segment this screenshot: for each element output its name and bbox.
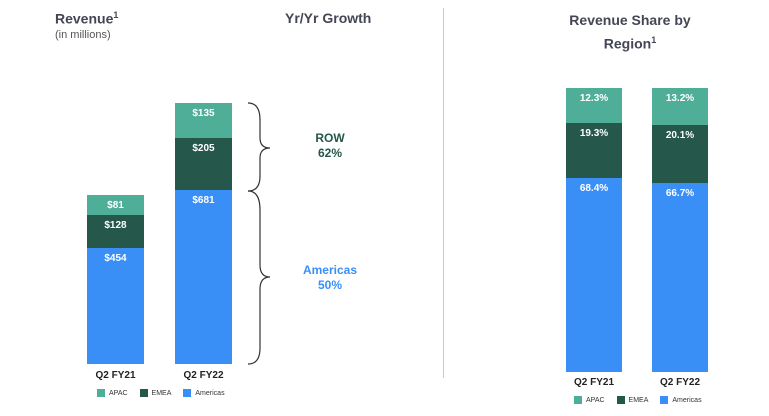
- bar-emea-1: $205: [175, 137, 232, 190]
- bar-emea-0: $128: [87, 215, 144, 248]
- growth-braces: [247, 102, 271, 365]
- legend: APAC EMEA Americas: [97, 389, 225, 397]
- category-label: Q2 FY22: [183, 370, 224, 381]
- bar-americas-0: $454: [87, 247, 144, 364]
- bar-apac-1: $135: [175, 103, 232, 138]
- bar-apac-1: 13.2%: [652, 88, 708, 126]
- revenue-subtitle: (in millions): [55, 29, 111, 41]
- bar-label: $681: [192, 194, 215, 206]
- bar-label: 12.3%: [579, 93, 609, 104]
- revenue-title: Revenue1: [55, 10, 119, 27]
- share-title: Revenue Share by Region1: [569, 12, 691, 52]
- growth-americas: Americas 50%: [302, 263, 358, 292]
- legend-label: EMEA: [628, 396, 649, 404]
- bar-apac-0: $81: [87, 194, 144, 216]
- legend-swatch: [183, 389, 192, 397]
- brace-americas: [247, 190, 271, 365]
- legend-label: APAC: [586, 396, 605, 404]
- bar-label: 20.1%: [665, 130, 695, 142]
- bar-label: $135: [192, 108, 215, 119]
- legend-item: EMEA: [139, 389, 172, 397]
- bar-label: $128: [104, 220, 127, 232]
- brace-row: [247, 102, 271, 192]
- bar-label: $81: [107, 199, 124, 211]
- legend-swatch: [574, 396, 582, 404]
- legend-swatch: [139, 389, 148, 397]
- legend-item: EMEA: [616, 396, 649, 404]
- legend-item: APAC: [574, 396, 605, 404]
- growth-row: ROW 62%: [315, 131, 345, 160]
- bar-apac-0: 12.3%: [566, 88, 622, 123]
- legend-item: APAC: [97, 389, 128, 397]
- legend-item: Americas: [183, 389, 225, 397]
- category-label: Q2 FY21: [95, 370, 136, 381]
- bar-label: 68.4%: [579, 182, 609, 194]
- legend-label: EMEA: [151, 389, 172, 397]
- divider: [443, 8, 444, 378]
- bar-label: $454: [104, 252, 127, 264]
- bar-americas-1: $681: [175, 189, 232, 364]
- bar-label: $205: [192, 142, 215, 154]
- bar-label: 66.7%: [665, 187, 695, 199]
- bar-emea-1: 20.1%: [652, 125, 708, 183]
- legend-item: Americas: [660, 396, 702, 404]
- category-label: Q2 FY22: [659, 377, 701, 388]
- bar-label: 13.2%: [665, 93, 695, 104]
- bar-emea-0: 19.3%: [566, 122, 622, 178]
- legend-swatch: [616, 396, 625, 404]
- legend: APAC EMEA Americas: [574, 396, 702, 404]
- bar-americas-0: 68.4%: [566, 177, 622, 372]
- bar-americas-1: 66.7%: [652, 182, 708, 372]
- bar-label: 19.3%: [579, 127, 609, 139]
- legend-label: Americas: [195, 389, 225, 397]
- growth-title: Yr/Yr Growth: [285, 10, 372, 26]
- category-label: Q2 FY21: [573, 377, 615, 388]
- legend-label: Americas: [672, 396, 702, 404]
- legend-swatch: [660, 396, 669, 404]
- legend-swatch: [97, 389, 105, 397]
- legend-label: APAC: [109, 389, 128, 397]
